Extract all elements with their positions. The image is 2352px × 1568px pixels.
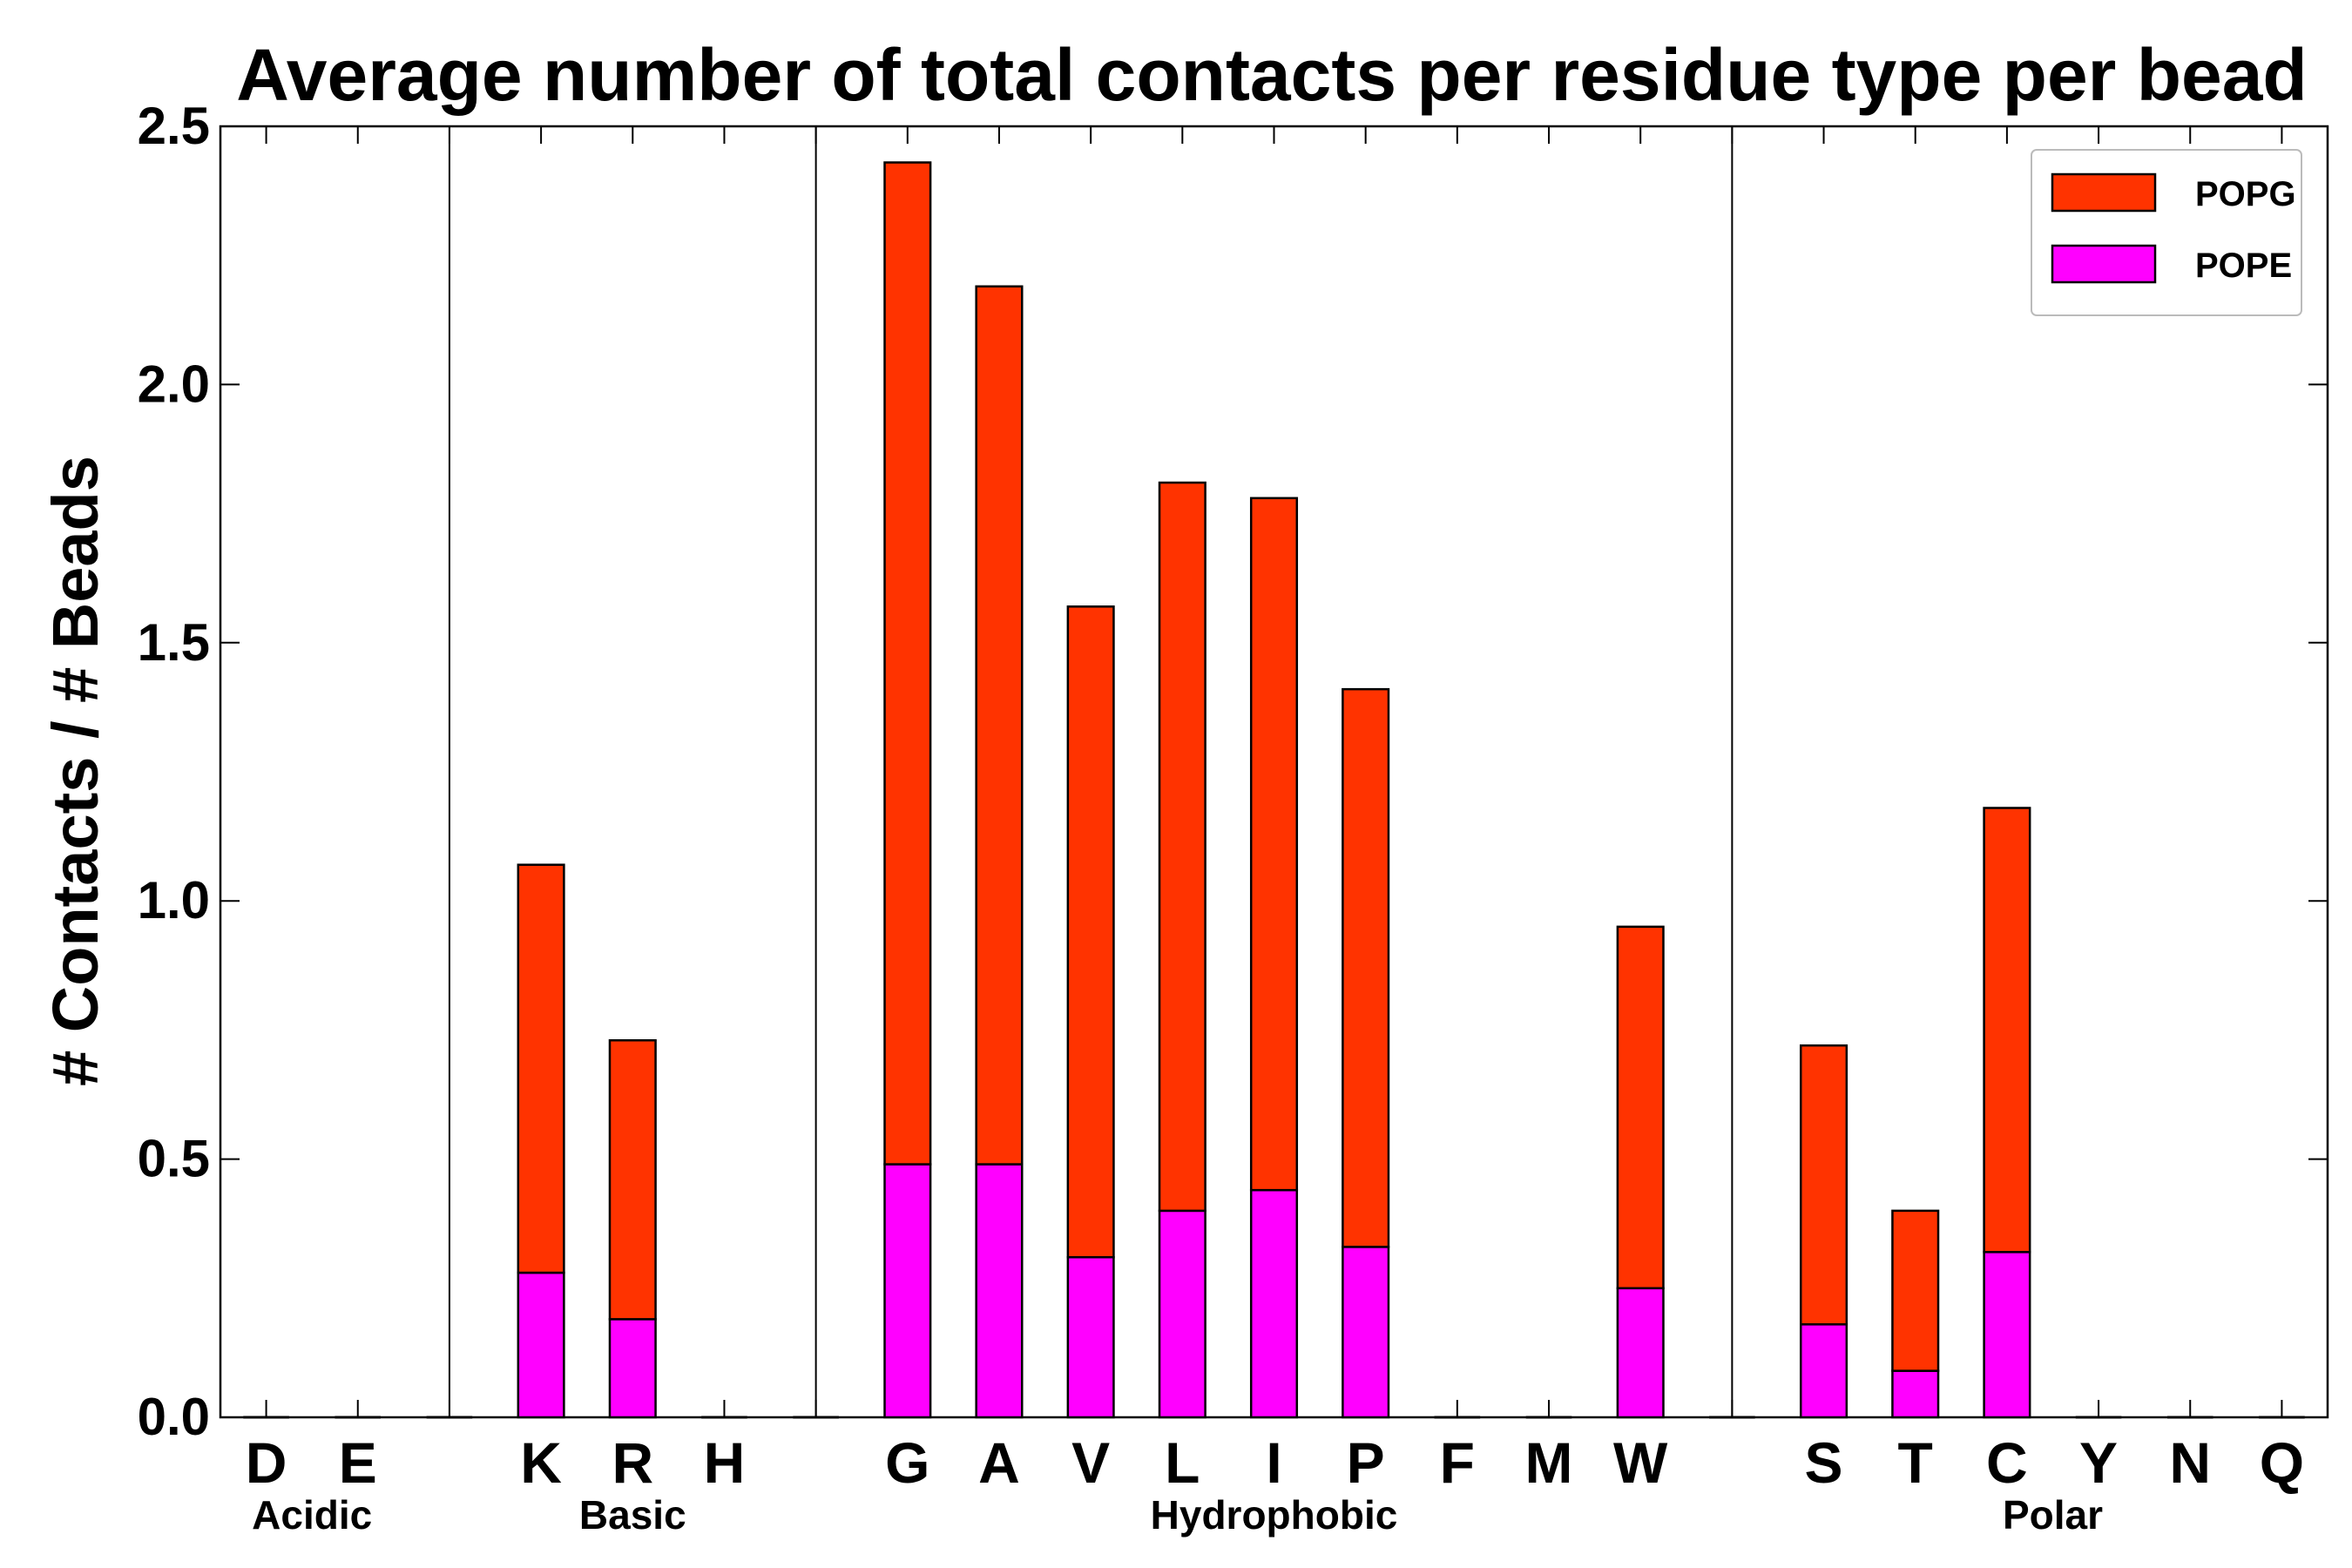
x-tick-label-H: H — [704, 1430, 746, 1495]
y-tick-label-0: 0.0 — [138, 1388, 210, 1446]
x-tick-label-R: R — [612, 1430, 653, 1495]
bar-popg-P[interactable] — [1342, 687, 1390, 1248]
x-tick-label-Q: Q — [2260, 1430, 2304, 1495]
y-tick-label-3: 1.5 — [138, 613, 210, 672]
y-tick-label-1: 0.5 — [138, 1130, 210, 1188]
bar-popg-S[interactable] — [1800, 1044, 1848, 1326]
y-tick-label-5: 2.5 — [138, 97, 210, 155]
x-tick-label-F: F — [1440, 1430, 1475, 1495]
y-tick-label-4: 2.0 — [138, 355, 210, 413]
bar-popg-K[interactable] — [517, 863, 565, 1274]
group-label-polar: Polar — [2003, 1492, 2103, 1538]
bar-popg-A[interactable] — [975, 285, 1024, 1166]
bar-pope-S[interactable] — [1800, 1323, 1848, 1419]
bar-pope-W[interactable] — [1616, 1287, 1665, 1419]
plot-area: 0.0 0.5 1.0 1.5 2.0 2.5 D E K R H G A V L I P F M W S T C Y N Q Ac… — [138, 97, 2329, 1538]
x-tick-label-V: V — [1071, 1430, 1110, 1495]
x-tick-label-M: M — [1525, 1430, 1573, 1495]
bar-pope-L[interactable] — [1158, 1209, 1206, 1419]
x-tick-label-N: N — [2169, 1430, 2211, 1495]
bar-pope-I[interactable] — [1249, 1188, 1299, 1419]
bar-pope-P[interactable] — [1342, 1246, 1390, 1419]
legend-swatch-pope — [2051, 244, 2157, 284]
group-label-acidic: Acidic — [252, 1492, 372, 1538]
legend-swatch-popg — [2051, 172, 2157, 213]
x-tick-label-D: D — [246, 1430, 287, 1495]
x-tick-label-L: L — [1165, 1430, 1200, 1495]
bar-pope-G[interactable] — [883, 1163, 932, 1419]
group-label-hydrophobic: Hydrophobic — [1151, 1492, 1398, 1538]
bar-popg-I[interactable] — [1249, 497, 1299, 1192]
x-tick-label-E: E — [339, 1430, 377, 1495]
bar-pope-A[interactable] — [975, 1163, 1024, 1419]
chart-title: Average number of total contacts per res… — [236, 34, 2308, 116]
y-tick-label-2: 1.0 — [138, 871, 210, 929]
bar-pope-K[interactable] — [517, 1271, 565, 1419]
bar-pope-C[interactable] — [1983, 1251, 2031, 1419]
legend-label-popg: POPG — [2195, 175, 2296, 213]
legend-label-pope: POPE — [2195, 247, 2292, 285]
bar-popg-T[interactable] — [1891, 1209, 1940, 1372]
x-tick-label-T: T — [1898, 1430, 1933, 1495]
bar-pope-V[interactable] — [1066, 1255, 1115, 1419]
x-tick-label-W: W — [1613, 1430, 1668, 1495]
bar-popg-R[interactable] — [608, 1039, 657, 1321]
x-tick-label-A: A — [978, 1430, 1020, 1495]
y-axis-label: # Contacts / # Beads — [39, 456, 112, 1086]
x-tick-label-C: C — [1986, 1430, 2028, 1495]
group-label-basic: Basic — [579, 1492, 686, 1538]
bar-pope-R[interactable] — [608, 1318, 657, 1419]
x-tick-label-P: P — [1347, 1430, 1385, 1495]
bar-pope-T[interactable] — [1891, 1369, 1940, 1419]
bar-popg-W[interactable] — [1616, 925, 1665, 1290]
x-tick-label-K: K — [520, 1430, 562, 1495]
bar-popg-G[interactable] — [883, 161, 932, 1166]
bar-popg-C[interactable] — [1983, 807, 2031, 1254]
bar-popg-L[interactable] — [1158, 481, 1206, 1213]
x-tick-label-G: G — [885, 1430, 929, 1495]
bar-popg-V[interactable] — [1066, 605, 1115, 1259]
x-tick-label-S: S — [1805, 1430, 1843, 1495]
x-tick-label-Y: Y — [2079, 1430, 2118, 1495]
x-tick-label-I: I — [1266, 1430, 1281, 1495]
